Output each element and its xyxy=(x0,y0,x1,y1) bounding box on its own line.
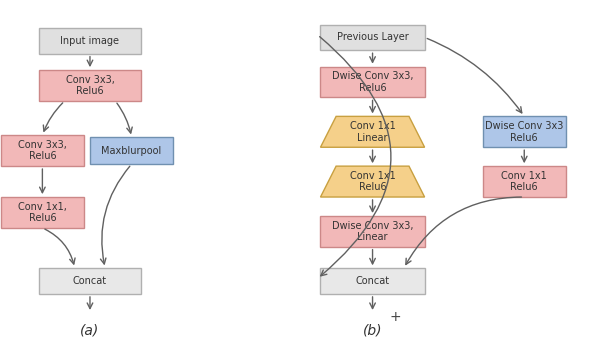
Text: Conv 3x3,
Relu6: Conv 3x3, Relu6 xyxy=(65,75,115,96)
Text: Conv 1x1
Relu6: Conv 1x1 Relu6 xyxy=(350,171,395,192)
Text: Concat: Concat xyxy=(73,276,107,286)
Text: Dwise Conv 3x3,
Linear: Dwise Conv 3x3, Linear xyxy=(332,220,413,242)
Text: Maxblurpool: Maxblurpool xyxy=(101,146,162,156)
Text: Conv 1x1
Linear: Conv 1x1 Linear xyxy=(350,121,395,143)
Text: Dwise Conv 3x3
Relu6: Dwise Conv 3x3 Relu6 xyxy=(485,121,563,143)
Text: Dwise Conv 3x3,
Relu6: Dwise Conv 3x3, Relu6 xyxy=(332,71,413,93)
Text: Conv 3x3,
Relu6: Conv 3x3, Relu6 xyxy=(18,140,67,162)
FancyBboxPatch shape xyxy=(1,135,84,166)
FancyBboxPatch shape xyxy=(40,70,140,101)
FancyBboxPatch shape xyxy=(320,66,425,98)
Text: Concat: Concat xyxy=(355,276,389,286)
FancyBboxPatch shape xyxy=(320,216,425,247)
FancyBboxPatch shape xyxy=(1,197,84,228)
FancyBboxPatch shape xyxy=(482,166,566,197)
Text: +: + xyxy=(389,310,401,324)
Text: (a): (a) xyxy=(80,323,100,337)
Text: Previous Layer: Previous Layer xyxy=(337,33,409,43)
FancyBboxPatch shape xyxy=(320,25,425,50)
Text: Input image: Input image xyxy=(61,36,119,46)
FancyBboxPatch shape xyxy=(40,28,140,54)
Polygon shape xyxy=(320,166,425,197)
FancyBboxPatch shape xyxy=(90,137,173,164)
FancyBboxPatch shape xyxy=(482,116,566,147)
Text: (b): (b) xyxy=(363,323,382,337)
FancyBboxPatch shape xyxy=(40,268,140,294)
FancyBboxPatch shape xyxy=(320,268,425,294)
Text: Conv 1x1,
Relu6: Conv 1x1, Relu6 xyxy=(18,202,67,223)
Text: Conv 1x1
Relu6: Conv 1x1 Relu6 xyxy=(502,171,547,192)
Polygon shape xyxy=(320,116,425,147)
